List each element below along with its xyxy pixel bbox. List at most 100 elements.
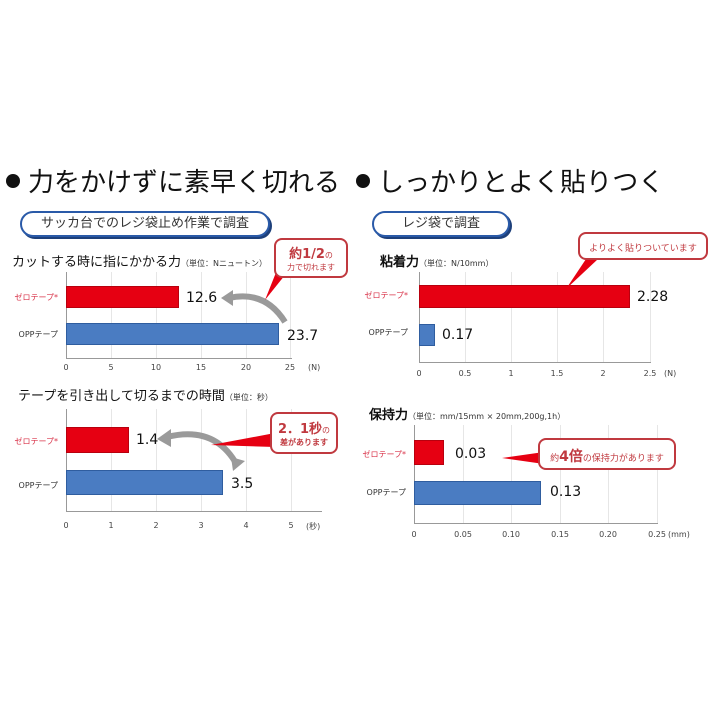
survey-pill-left: サッカ台でのレジ袋止め作業で調査	[20, 211, 270, 237]
chart3-value-opp: 0.17	[442, 327, 474, 343]
chart1-tick: 20	[240, 363, 252, 372]
chart1-bar-zero	[66, 286, 179, 308]
curved-arrow-icon	[221, 270, 289, 324]
chart4-value-opp: 0.13	[550, 484, 582, 500]
chart4-value-zero: 0.03	[455, 446, 487, 462]
chart1-tick: 5	[108, 363, 114, 372]
survey-pill-right: レジ袋で調査	[372, 211, 510, 237]
gridline	[111, 409, 112, 511]
gridline	[201, 409, 202, 511]
callout-pointer-icon	[502, 452, 544, 464]
callout-emphasis: 4倍	[559, 449, 583, 465]
bullet-icon	[6, 173, 20, 188]
chart3-tick: 2.5	[643, 369, 657, 378]
gridline	[511, 425, 512, 523]
chart3-bar-opp	[419, 324, 435, 346]
gridline	[557, 272, 558, 362]
gridline	[560, 425, 561, 523]
gridline	[608, 425, 609, 523]
gridline	[650, 272, 651, 362]
chart4-axis-unit: (mm)	[668, 530, 690, 539]
chart1-tick: 10	[150, 363, 162, 372]
chart2-category-zero: ゼロテープ*	[14, 437, 58, 446]
chart4-category-opp: OPPテープ	[366, 488, 406, 497]
chart3-value-zero: 2.28	[637, 289, 669, 305]
chart2-category-opp: OPPテープ	[18, 481, 58, 490]
headline-right-text: しっかりとよく貼りつく	[378, 168, 665, 198]
chart2-bar-zero	[66, 427, 129, 453]
chart3-callout: よりよく貼りついています	[578, 232, 708, 260]
chart4-tick: 0.05	[454, 530, 472, 539]
chart1-unit: （単位：Nニュートン）	[181, 259, 267, 268]
callout-prefix: 約	[550, 454, 560, 464]
callout-suffix: の保持力があります	[582, 454, 664, 464]
callout-suffix: の	[324, 251, 333, 260]
gridline	[201, 272, 202, 358]
callout-text: 力で切れます	[287, 263, 335, 272]
chart3-unit: （単位：N/10mm）	[419, 259, 494, 268]
chart1-x-axis	[66, 358, 292, 359]
chart3-tick: 1.5	[550, 369, 564, 378]
chart2-tick: 3	[198, 521, 204, 530]
chart4-tick: 0.15	[551, 530, 569, 539]
gridline	[156, 272, 157, 358]
callout-suffix: の	[322, 426, 331, 435]
chart3-category-opp: OPPテープ	[368, 328, 408, 337]
chart1-category-zero: ゼロテープ*	[14, 293, 58, 302]
chart2-axis-unit: (秒)	[306, 522, 321, 531]
chart2-title-text: テープを引き出して切るまでの時間	[18, 389, 225, 404]
gridline	[465, 272, 466, 362]
chart2-tick: 4	[243, 521, 249, 530]
chart4-tick: 0.10	[502, 530, 520, 539]
chart2-unit: （単位：秒）	[224, 393, 273, 402]
chart1-tick: 25	[284, 363, 296, 372]
chart1-title: カットする時に指にかかる力（単位：Nニュートン）	[12, 251, 267, 270]
chart2-bar-opp	[66, 470, 223, 495]
chart1-title-text: カットする時に指にかかる力	[12, 255, 182, 270]
chart2-value-zero: 1.4	[136, 432, 159, 448]
chart4-title-text: 保持力	[369, 408, 409, 423]
chart4-tick: 0.25	[648, 530, 666, 539]
chart2-tick: 5	[288, 521, 294, 530]
chart4-callout: 約4倍の保持力があります	[538, 438, 676, 470]
callout-emphasis: 約1/2	[289, 247, 325, 262]
gridline	[291, 409, 292, 511]
chart2-value-opp: 3.5	[231, 476, 254, 492]
headline-left-text: 力をかけずに素早く切れる	[28, 168, 341, 198]
double-arrow-icon	[157, 429, 275, 471]
bullet-icon	[356, 173, 370, 188]
chart2-tick: 1	[108, 521, 114, 530]
callout-text: よりよく貼りついています	[589, 244, 697, 254]
chart1-bar-opp	[66, 323, 279, 345]
chart3-category-zero: ゼロテープ*	[364, 291, 408, 300]
chart4-unit: （単位：mm/15mm × 20mm,200g,1h）	[408, 412, 566, 421]
gridline	[156, 409, 157, 511]
headline-left: 力をかけずに素早く切れる	[6, 168, 340, 198]
chart2-title: テープを引き出して切るまでの時間（単位：秒）	[18, 385, 273, 404]
chart1-category-opp: OPPテープ	[18, 330, 58, 339]
chart1-tick: 0	[63, 363, 69, 372]
chart3-title-text: 粘着力	[380, 255, 420, 270]
chart2-y-axis	[66, 409, 67, 511]
gridline	[657, 425, 658, 523]
chart4-title: 保持力（単位：mm/15mm × 20mm,200g,1h）	[369, 404, 565, 423]
chart3-tick: 0.5	[458, 369, 472, 378]
chart3-title: 粘着力（単位：N/10mm）	[380, 251, 493, 270]
callout-emphasis: 2．1秒	[277, 422, 323, 437]
chart4-category-zero: ゼロテープ*	[362, 450, 406, 459]
chart4-tick: 0	[411, 530, 417, 539]
callout-pointer-icon	[566, 259, 598, 289]
chart3-tick: 2	[600, 369, 606, 378]
chart4-bar-zero	[414, 440, 444, 465]
gridline	[511, 272, 512, 362]
chart1-value-opp: 23.7	[287, 328, 319, 344]
gridline	[603, 272, 604, 362]
chart1-tick: 15	[195, 363, 207, 372]
gridline	[290, 272, 291, 358]
chart2-x-axis	[66, 511, 322, 512]
chart3-tick: 0	[416, 369, 422, 378]
chart4-bar-opp	[414, 481, 541, 505]
headline-right: しっかりとよく貼りつく	[356, 168, 664, 198]
gridline	[111, 272, 112, 358]
chart4-x-axis	[414, 523, 658, 524]
